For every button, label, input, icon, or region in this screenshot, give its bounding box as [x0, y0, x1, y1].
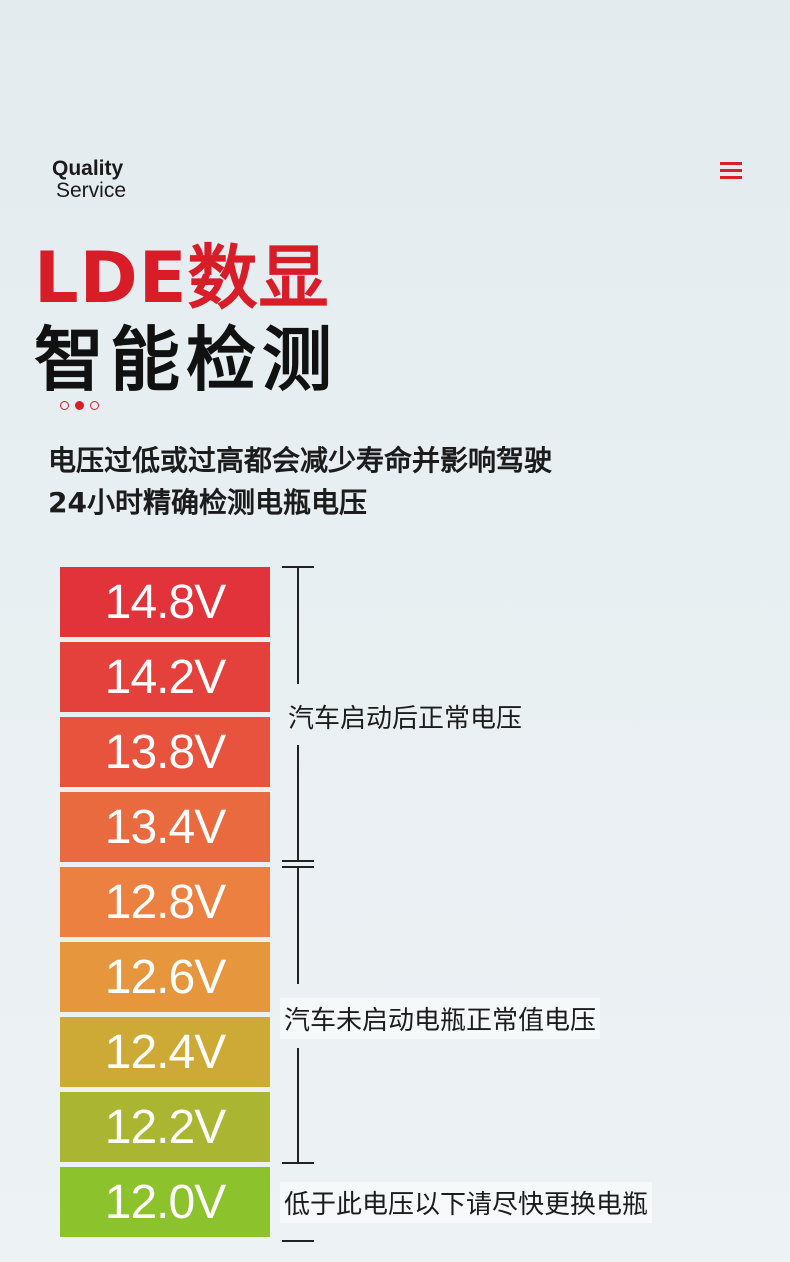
voltage-level-bar: 12.8V: [60, 867, 270, 937]
voltage-level-bar: 12.0V: [60, 1167, 270, 1237]
carousel-dots: [60, 401, 99, 410]
bracket-line: [297, 866, 299, 984]
voltage-level-bar: 12.6V: [60, 942, 270, 1012]
bracket-tick: [282, 860, 314, 862]
page-subtitle: 智能检测: [34, 319, 338, 401]
bracket-tick: [282, 1240, 314, 1242]
bracket-tick: [282, 1162, 314, 1164]
carousel-dot[interactable]: [90, 401, 99, 410]
page-title: LDE数显: [34, 237, 330, 319]
bracket-line: [297, 566, 299, 684]
hamburger-menu-icon[interactable]: [720, 160, 742, 182]
voltage-level-bar: 12.2V: [60, 1092, 270, 1162]
voltage-level-bar: 13.4V: [60, 792, 270, 862]
range-label-running: 汽车启动后正常电压: [288, 704, 523, 734]
bracket-line: [297, 745, 299, 862]
description-line-1: 电压过低或过高都会减少寿命并影响驾驶: [48, 444, 553, 477]
bracket-line: [297, 1048, 299, 1164]
carousel-dot-active[interactable]: [75, 401, 84, 410]
voltage-level-bar: 14.8V: [60, 567, 270, 637]
range-label-not-running: 汽车未启动电瓶正常值电压: [280, 998, 601, 1039]
voltage-level-bar: 12.4V: [60, 1017, 270, 1087]
brand-line-quality: Quality: [52, 157, 124, 180]
voltage-level-bar: 14.2V: [60, 642, 270, 712]
carousel-dot[interactable]: [60, 401, 69, 410]
range-label-low: 低于此电压以下请尽快更换电瓶: [280, 1182, 653, 1223]
voltage-level-bar: 13.8V: [60, 717, 270, 787]
voltage-scale: 14.8V 14.2V 13.8V 13.4V 12.8V 12.6V 12.4V 12.2V…: [60, 567, 270, 1242]
description-line-2: 24小时精确检测电瓶电压: [48, 486, 367, 519]
brand-logo: Quality Service: [52, 157, 127, 203]
brand-line-service: Service: [56, 179, 127, 203]
description: 电压过低或过高都会减少寿命并影响驾驶 24小时精确检测电瓶电压: [48, 440, 552, 524]
